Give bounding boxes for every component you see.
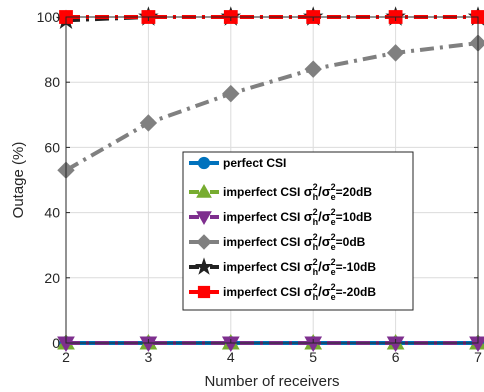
tick-labels: 2 3 4 5 6 7 0 20 40 60 80 100 — [37, 9, 482, 365]
y-tick-label: 0 — [52, 335, 60, 351]
axes — [65, 16, 479, 344]
x-axis-label: Number of receivers — [204, 373, 339, 390]
legend-swatch-marker — [196, 234, 212, 250]
y-tick-label: 20 — [44, 270, 60, 286]
data-point — [221, 336, 240, 353]
legend-entry-label: imperfect CSI σ2 h/σ2 e=-20dB — [223, 282, 376, 302]
legend-entry-label: imperfect CSI σ2 h/σ2 e=0dB — [223, 232, 366, 252]
legend-swatch-marker — [197, 156, 211, 170]
x-tick-label: 2 — [62, 349, 70, 365]
x-tick-label: 6 — [392, 349, 400, 365]
axes-box — [65, 16, 479, 344]
series-line — [65, 41, 479, 172]
y-tick-label: 100 — [37, 9, 61, 25]
x-tick-label: 5 — [309, 349, 317, 365]
x-tick-label: 4 — [227, 349, 235, 365]
data-point — [139, 336, 158, 353]
data-point — [304, 60, 322, 78]
y-tick-label: 80 — [44, 74, 60, 90]
legend-entry-label: imperfect CSI σ2 h/σ2 e=10dB — [223, 207, 372, 227]
y-axis-label: Outage (%) — [10, 142, 27, 219]
legend-box — [182, 151, 414, 311]
data-point — [222, 84, 240, 103]
data-point — [386, 44, 405, 62]
y-tick-label: 60 — [44, 139, 60, 155]
legend: perfect CSI imperfect CSI σ2 h/σ2 e=20dB imp… — [182, 151, 414, 311]
legend-swatch-marker — [196, 211, 212, 226]
legend-swatch-marker — [194, 257, 214, 275]
x-tick-label: 7 — [474, 349, 482, 365]
data-point — [139, 114, 158, 132]
data-point — [386, 336, 405, 353]
legend-entry-label: imperfect CSI σ2 h/σ2 e=-10dB — [223, 257, 376, 277]
y-tick-label: 40 — [44, 205, 60, 221]
data-point — [304, 336, 323, 353]
legend-entry-label: perfect CSI — [223, 156, 286, 170]
x-tick-label: 3 — [145, 349, 153, 365]
legend-entry-label: imperfect CSI σ2 h/σ2 e=20dB — [223, 182, 372, 202]
legend-swatch-marker — [196, 183, 212, 198]
legend-swatch-marker — [197, 285, 211, 299]
